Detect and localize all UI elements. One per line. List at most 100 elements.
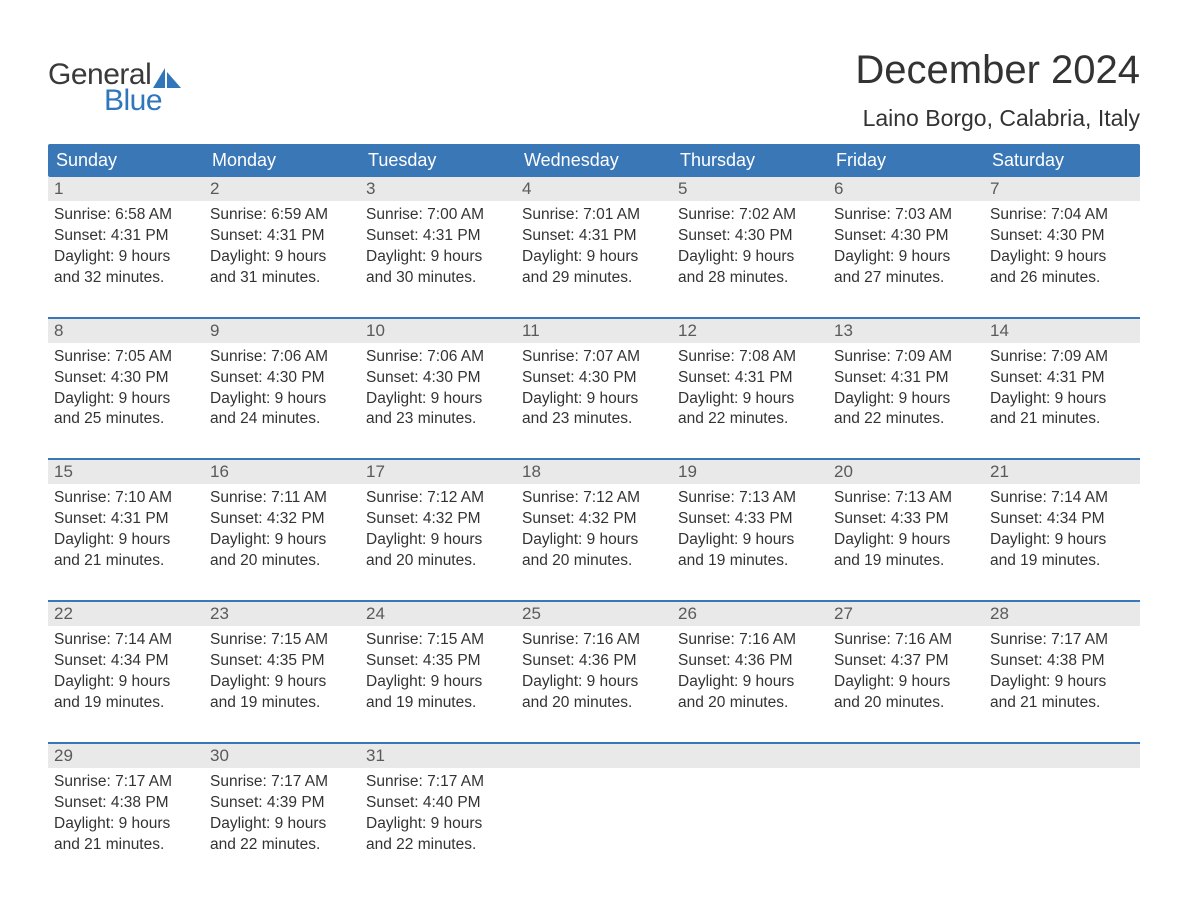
daylight-line2: and 23 minutes. (366, 409, 510, 430)
sunrise-text: Sunrise: 6:59 AM (210, 205, 354, 226)
weekday-header: Thursday (672, 144, 828, 177)
sunrise-text: Sunrise: 7:03 AM (834, 205, 978, 226)
day-cell: Sunrise: 7:06 AMSunset: 4:30 PMDaylight:… (360, 343, 516, 431)
day-cell: Sunrise: 7:00 AMSunset: 4:31 PMDaylight:… (360, 201, 516, 289)
day-number: 7 (984, 177, 1140, 201)
daylight-line2: and 20 minutes. (834, 693, 978, 714)
day-number-row: 1234567 (48, 177, 1140, 201)
sunrise-text: Sunrise: 7:15 AM (366, 630, 510, 651)
day-number: 20 (828, 460, 984, 484)
weekday-header: Friday (828, 144, 984, 177)
day-number: 16 (204, 460, 360, 484)
day-cell: Sunrise: 7:09 AMSunset: 4:31 PMDaylight:… (828, 343, 984, 431)
day-number: 3 (360, 177, 516, 201)
sunrise-text: Sunrise: 7:09 AM (834, 347, 978, 368)
sunrise-text: Sunrise: 7:01 AM (522, 205, 666, 226)
day-number: 4 (516, 177, 672, 201)
sunset-text: Sunset: 4:30 PM (366, 368, 510, 389)
day-number: 19 (672, 460, 828, 484)
daylight-line1: Daylight: 9 hours (366, 672, 510, 693)
sunset-text: Sunset: 4:31 PM (990, 368, 1134, 389)
daylight-line2: and 28 minutes. (678, 268, 822, 289)
sunrise-text: Sunrise: 7:08 AM (678, 347, 822, 368)
daylight-line2: and 31 minutes. (210, 268, 354, 289)
daylight-line1: Daylight: 9 hours (210, 247, 354, 268)
daylight-line1: Daylight: 9 hours (54, 814, 198, 835)
day-cell: Sunrise: 7:06 AMSunset: 4:30 PMDaylight:… (204, 343, 360, 431)
day-number: 31 (360, 744, 516, 768)
sunset-text: Sunset: 4:32 PM (210, 509, 354, 530)
sunset-text: Sunset: 4:39 PM (210, 793, 354, 814)
sunset-text: Sunset: 4:32 PM (366, 509, 510, 530)
daylight-line1: Daylight: 9 hours (678, 247, 822, 268)
sunrise-text: Sunrise: 7:16 AM (834, 630, 978, 651)
weekday-header: Monday (204, 144, 360, 177)
day-cell: Sunrise: 7:02 AMSunset: 4:30 PMDaylight:… (672, 201, 828, 289)
sunset-text: Sunset: 4:31 PM (54, 509, 198, 530)
daylight-line2: and 19 minutes. (834, 551, 978, 572)
day-cell: Sunrise: 6:58 AMSunset: 4:31 PMDaylight:… (48, 201, 204, 289)
daylight-line2: and 32 minutes. (54, 268, 198, 289)
day-number (516, 744, 672, 768)
day-number: 22 (48, 602, 204, 626)
daylight-line2: and 19 minutes. (678, 551, 822, 572)
day-number: 30 (204, 744, 360, 768)
daylight-line1: Daylight: 9 hours (834, 530, 978, 551)
sunset-text: Sunset: 4:30 PM (210, 368, 354, 389)
day-number-row: 293031 (48, 744, 1140, 768)
daylight-line2: and 27 minutes. (834, 268, 978, 289)
sunrise-text: Sunrise: 7:14 AM (990, 488, 1134, 509)
day-cell: Sunrise: 7:05 AMSunset: 4:30 PMDaylight:… (48, 343, 204, 431)
sunset-text: Sunset: 4:31 PM (210, 226, 354, 247)
day-number: 1 (48, 177, 204, 201)
daylight-line2: and 21 minutes. (54, 551, 198, 572)
sunset-text: Sunset: 4:38 PM (990, 651, 1134, 672)
day-cell: Sunrise: 7:03 AMSunset: 4:30 PMDaylight:… (828, 201, 984, 289)
sunrise-text: Sunrise: 7:00 AM (366, 205, 510, 226)
day-number: 21 (984, 460, 1140, 484)
daylight-line2: and 20 minutes. (678, 693, 822, 714)
day-cell (516, 768, 672, 856)
daylight-line2: and 21 minutes. (990, 409, 1134, 430)
daylight-line1: Daylight: 9 hours (54, 389, 198, 410)
weekday-header: Wednesday (516, 144, 672, 177)
day-number: 5 (672, 177, 828, 201)
day-number: 2 (204, 177, 360, 201)
daylight-line2: and 21 minutes. (54, 835, 198, 856)
day-cell: Sunrise: 7:14 AMSunset: 4:34 PMDaylight:… (984, 484, 1140, 572)
day-cell: Sunrise: 7:15 AMSunset: 4:35 PMDaylight:… (204, 626, 360, 714)
day-number-row: 15161718192021 (48, 460, 1140, 484)
day-cell: Sunrise: 7:17 AMSunset: 4:39 PMDaylight:… (204, 768, 360, 856)
daylight-line2: and 19 minutes. (210, 693, 354, 714)
sunset-text: Sunset: 4:32 PM (522, 509, 666, 530)
daylight-line2: and 20 minutes. (522, 551, 666, 572)
calendar-weeks: 1234567Sunrise: 6:58 AMSunset: 4:31 PMDa… (48, 177, 1140, 855)
calendar-week: 15161718192021Sunrise: 7:10 AMSunset: 4:… (48, 458, 1140, 572)
sunrise-text: Sunrise: 7:09 AM (990, 347, 1134, 368)
daylight-line2: and 26 minutes. (990, 268, 1134, 289)
day-cell: Sunrise: 7:08 AMSunset: 4:31 PMDaylight:… (672, 343, 828, 431)
sunset-text: Sunset: 4:34 PM (990, 509, 1134, 530)
daylight-line2: and 20 minutes. (522, 693, 666, 714)
day-cell: Sunrise: 7:14 AMSunset: 4:34 PMDaylight:… (48, 626, 204, 714)
day-cell: Sunrise: 7:09 AMSunset: 4:31 PMDaylight:… (984, 343, 1140, 431)
day-cell (828, 768, 984, 856)
daylight-line2: and 25 minutes. (54, 409, 198, 430)
daylight-line1: Daylight: 9 hours (210, 672, 354, 693)
daylight-line2: and 22 minutes. (678, 409, 822, 430)
sunset-text: Sunset: 4:30 PM (678, 226, 822, 247)
daylight-line1: Daylight: 9 hours (522, 530, 666, 551)
daylight-line1: Daylight: 9 hours (990, 247, 1134, 268)
sunrise-text: Sunrise: 7:11 AM (210, 488, 354, 509)
daylight-line1: Daylight: 9 hours (990, 530, 1134, 551)
daylight-line2: and 20 minutes. (210, 551, 354, 572)
day-number: 29 (48, 744, 204, 768)
daylight-line1: Daylight: 9 hours (210, 814, 354, 835)
daylight-line2: and 23 minutes. (522, 409, 666, 430)
calendar: SundayMondayTuesdayWednesdayThursdayFrid… (48, 144, 1140, 855)
sunset-text: Sunset: 4:31 PM (678, 368, 822, 389)
sunrise-text: Sunrise: 7:06 AM (210, 347, 354, 368)
sunrise-text: Sunrise: 7:02 AM (678, 205, 822, 226)
sunrise-text: Sunrise: 7:15 AM (210, 630, 354, 651)
calendar-week: 1234567Sunrise: 6:58 AMSunset: 4:31 PMDa… (48, 177, 1140, 289)
